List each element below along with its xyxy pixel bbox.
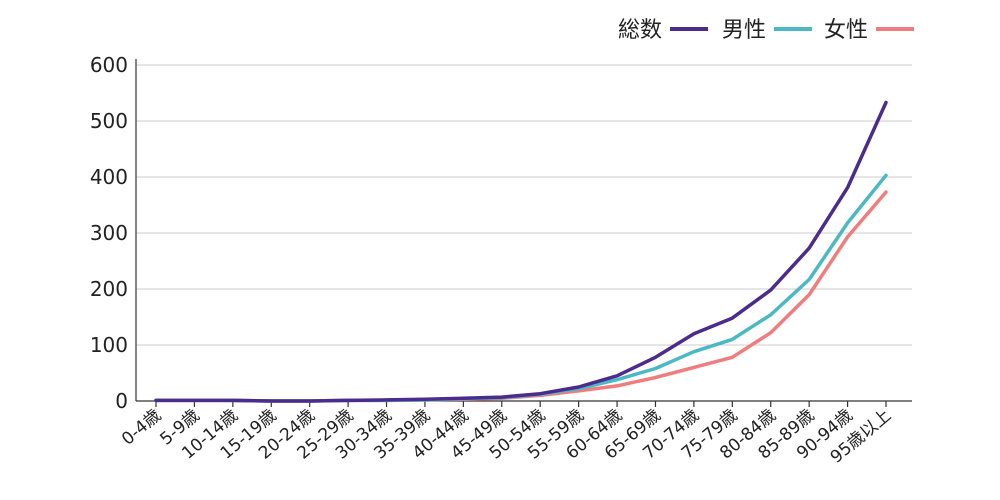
y-axis-ticks: 0 100 200 300 400 500 600 [90, 53, 128, 413]
series-line-2 [154, 173, 888, 403]
series-line-3 [154, 190, 888, 403]
legend-label: 女性 [824, 18, 868, 43]
series-line-1 [154, 100, 888, 403]
legend-label: 総数 [618, 18, 662, 43]
gridlines [136, 64, 912, 346]
series-lines [154, 100, 888, 403]
y-tick-label: 0 [115, 389, 128, 413]
legend: 総数 男性 女性 [618, 18, 914, 43]
y-tick-label: 300 [90, 221, 128, 245]
y-tick-label: 200 [90, 277, 128, 301]
x-axis-ticks: 0-4歳5-9歳10-14歳15-19歳20-24歳25-29歳30-34歳35… [118, 401, 895, 468]
y-tick-label: 400 [90, 165, 128, 189]
y-tick-label: 600 [90, 53, 128, 77]
axes [135, 59, 912, 402]
y-tick-label: 500 [90, 109, 128, 133]
y-tick-label: 100 [90, 333, 128, 357]
legend-label: 男性 [722, 18, 766, 43]
